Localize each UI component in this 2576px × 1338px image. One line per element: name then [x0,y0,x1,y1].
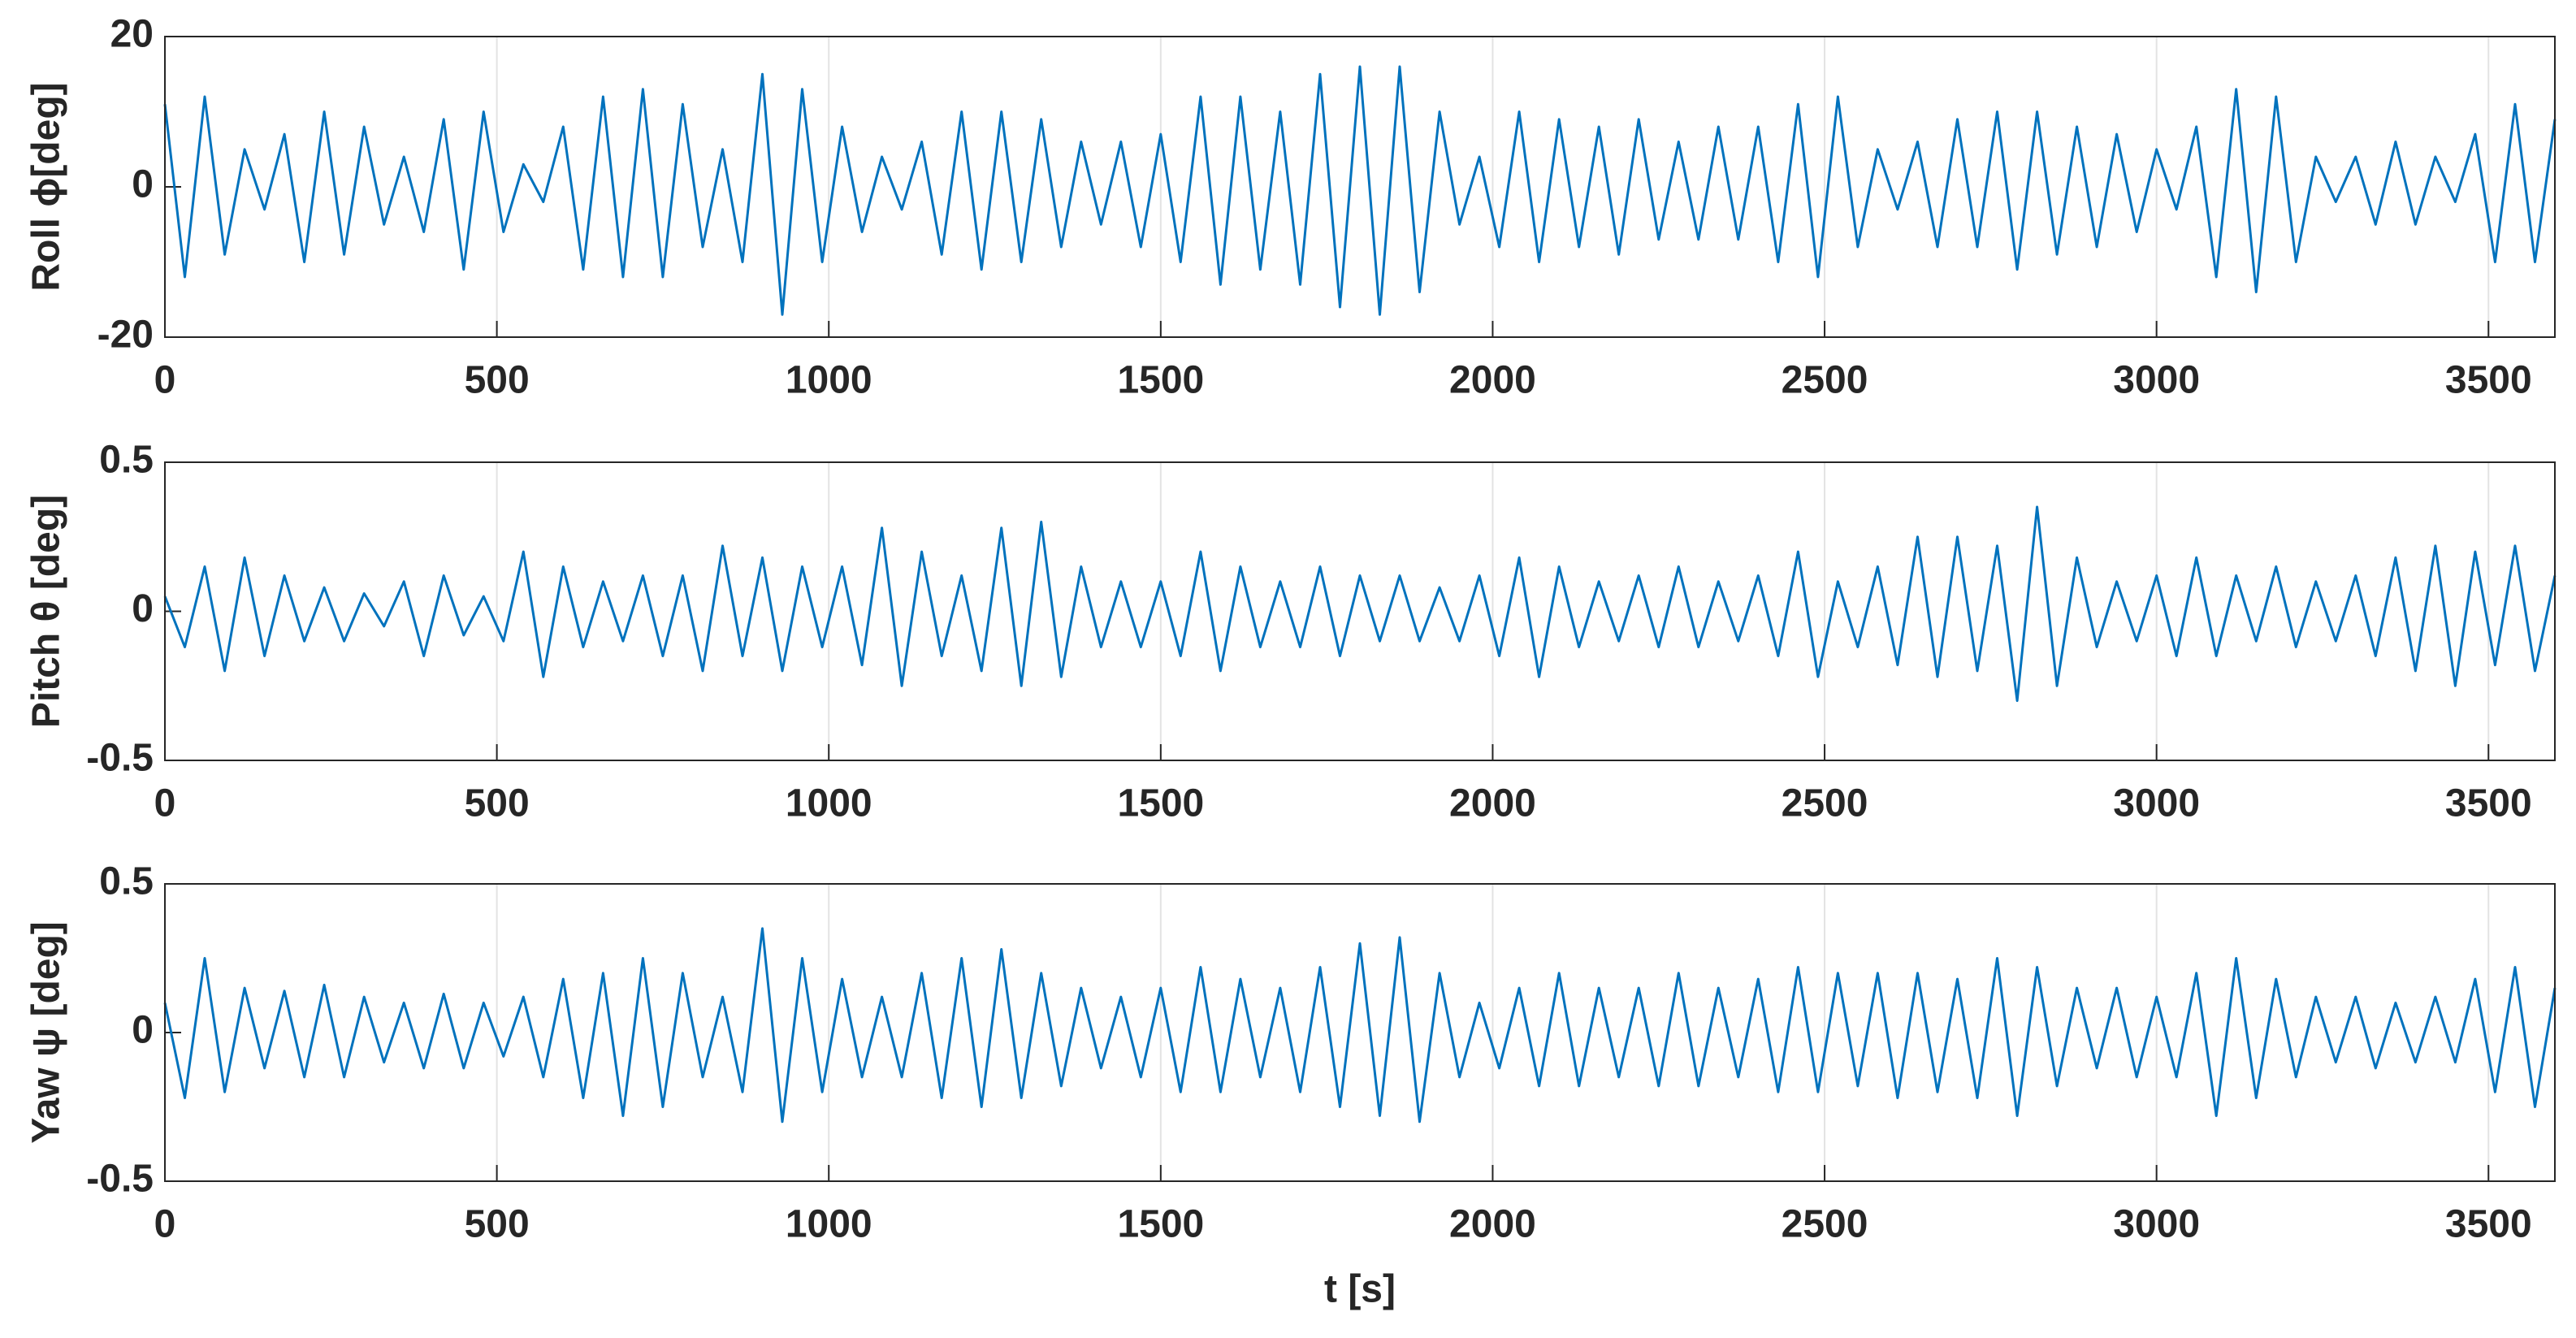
x-tick-label: 500 [465,359,530,402]
y-tick-label: 0 [132,163,154,206]
y-tick-label: 0 [132,1009,154,1052]
x-tick-label: 2000 [1449,782,1536,825]
x-tick-label: 1500 [1117,359,1204,402]
x-tick-label: 0 [154,1203,176,1246]
x-tick-label: 0 [154,359,176,402]
y-tick-label: -20 [97,314,154,357]
y-tick-label: 0.5 [99,860,154,903]
data-line [163,65,2557,316]
x-tick-label: 3500 [2445,782,2532,825]
x-tick-label: 2500 [1782,782,1868,825]
x-tick-label: 2500 [1782,1203,1868,1246]
y-axis-label: Pitch θ [deg] [25,495,68,728]
x-tick-label: 0 [154,782,176,825]
y-tick-label: 0.5 [99,439,154,482]
y-tick-label: -0.5 [86,1158,154,1201]
x-tick-label: 1000 [786,1203,872,1246]
x-tick-label: 1500 [1117,1203,1204,1246]
x-tick-label: 3000 [2113,782,2200,825]
y-axis-label: Yaw ψ [deg] [25,921,68,1144]
x-tick-label: 2000 [1449,1203,1536,1246]
x-axis-label: t [s] [1324,1268,1396,1311]
x-tick-label: 3500 [2445,359,2532,402]
x-tick-label: 2000 [1449,359,1536,402]
x-tick-label: 1000 [786,359,872,402]
axes-box [164,461,2556,761]
x-tick-label: 1000 [786,782,872,825]
plot-area [165,462,2555,760]
plot-area [165,884,2555,1181]
x-tick-label: 2500 [1782,359,1868,402]
y-axis-label: Roll ϕ[deg] [25,82,68,291]
y-tick-label: 20 [110,13,154,56]
data-line [163,505,2557,703]
y-tick-label: 0 [132,587,154,630]
x-tick-label: 3000 [2113,359,2200,402]
x-tick-label: 500 [465,782,530,825]
x-tick-label: 3000 [2113,1203,2200,1246]
x-tick-label: 500 [465,1203,530,1246]
x-tick-label: 3500 [2445,1203,2532,1246]
axes-box [164,36,2556,338]
axes-box [164,883,2556,1182]
y-tick-label: -0.5 [86,737,154,780]
x-tick-label: 1500 [1117,782,1204,825]
data-line [163,927,2557,1124]
